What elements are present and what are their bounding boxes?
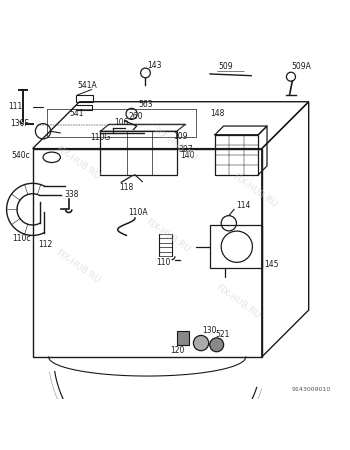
Text: FIX-HUB.RU: FIX-HUB.RU — [54, 248, 102, 285]
Text: 509A: 509A — [291, 62, 311, 71]
Bar — [215, 135, 258, 175]
Text: FIX-HUB.RU: FIX-HUB.RU — [54, 144, 102, 181]
Bar — [76, 95, 93, 102]
Text: 130: 130 — [202, 326, 216, 335]
Circle shape — [210, 338, 224, 352]
Text: 130F: 130F — [10, 119, 29, 128]
Text: 140: 140 — [180, 151, 195, 160]
Circle shape — [194, 335, 209, 351]
Text: 111: 111 — [8, 103, 23, 112]
Text: FIX-HUB.RU: FIX-HUB.RU — [231, 172, 279, 209]
Text: 563: 563 — [139, 99, 153, 108]
Bar — [210, 225, 262, 268]
Text: FIX-HUB.RU: FIX-HUB.RU — [151, 126, 199, 164]
Text: 338: 338 — [65, 190, 79, 199]
Text: 110A: 110A — [128, 208, 148, 217]
Text: FIX-HUB.RU: FIX-HUB.RU — [144, 217, 192, 254]
Text: 112: 112 — [38, 239, 52, 248]
Text: 307: 307 — [178, 145, 193, 154]
Text: 110c: 110c — [12, 234, 30, 243]
Text: 120: 120 — [170, 346, 184, 355]
Text: 541: 541 — [69, 109, 84, 118]
Text: 145: 145 — [265, 261, 279, 270]
Text: 109: 109 — [173, 132, 188, 141]
Text: 9143009010: 9143009010 — [292, 387, 331, 392]
Bar — [177, 331, 189, 345]
Text: 148: 148 — [210, 109, 224, 118]
Text: 143: 143 — [147, 61, 162, 70]
Text: 541A: 541A — [78, 81, 98, 90]
Text: 540c: 540c — [12, 151, 30, 160]
Text: 521: 521 — [216, 329, 230, 338]
Text: 110G: 110G — [90, 133, 110, 142]
Text: 509: 509 — [218, 62, 233, 71]
Bar — [100, 131, 177, 175]
Text: 110: 110 — [156, 258, 170, 267]
Text: 106: 106 — [114, 118, 129, 127]
Text: 260: 260 — [128, 112, 143, 121]
Text: 118: 118 — [119, 183, 134, 192]
Text: FIX-HUB.RU: FIX-HUB.RU — [214, 283, 261, 320]
Text: 114: 114 — [236, 201, 250, 210]
